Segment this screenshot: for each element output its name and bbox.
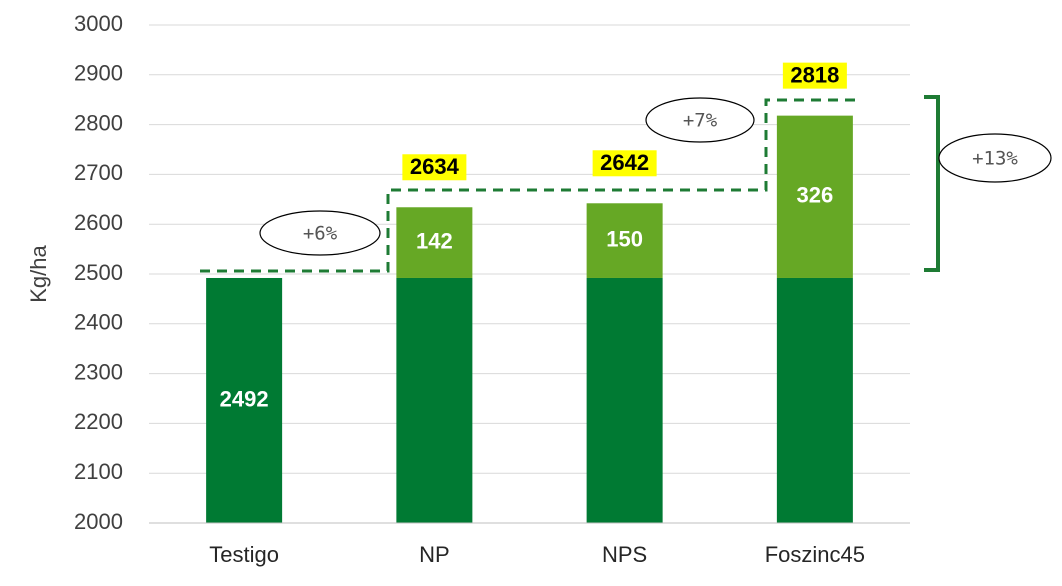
total-label-bg [592, 150, 657, 177]
step-lines [200, 98, 862, 273]
total-label: 2818 [790, 62, 839, 87]
annotation-bubble [938, 133, 1052, 183]
y-tick-label: 2200 [74, 409, 123, 434]
total-label-bg [782, 62, 847, 89]
y-axis-label: Kg/ha [26, 244, 51, 302]
bar-segment [776, 115, 853, 278]
data-label: 2492 [220, 386, 269, 411]
x-tick-label: NPS [602, 542, 647, 567]
y-tick-label: 2600 [74, 210, 123, 235]
y-tick-label: 2800 [74, 110, 123, 135]
x-tick-label: Foszinc45 [765, 542, 865, 567]
bar-segment [776, 277, 853, 523]
total-label: 2634 [410, 154, 460, 179]
y-tick-label: 2000 [74, 509, 123, 534]
data-label: 142 [416, 228, 453, 253]
bar-segment [586, 277, 663, 523]
y-tick-label: 3000 [74, 11, 123, 36]
annotation-bubble [259, 210, 381, 256]
bracket [924, 95, 940, 272]
y-tick-label: 2900 [74, 61, 123, 86]
y-tick-label: 2300 [74, 359, 123, 384]
bar-segment [396, 277, 473, 523]
total-label: 2642 [600, 150, 649, 175]
annotation: +6% [303, 223, 338, 245]
y-tick-label: 2100 [74, 459, 123, 484]
bar-segment [396, 207, 473, 278]
bar-segment [206, 277, 283, 523]
data-label: 150 [606, 226, 643, 251]
y-tick-label: 2700 [74, 160, 123, 185]
annotation: +7% [683, 110, 718, 132]
y-tick-label: 2400 [74, 310, 123, 335]
annotation-bubble [645, 97, 755, 143]
x-tick-label: Testigo [209, 542, 279, 567]
total-label-bg [402, 154, 467, 181]
bar-segment [586, 203, 663, 278]
annotation: +13% [972, 148, 1018, 170]
data-label: 326 [797, 183, 834, 208]
dashed-step [200, 98, 862, 273]
x-tick-label: NP [419, 542, 450, 567]
y-tick-label: 2500 [74, 260, 123, 285]
